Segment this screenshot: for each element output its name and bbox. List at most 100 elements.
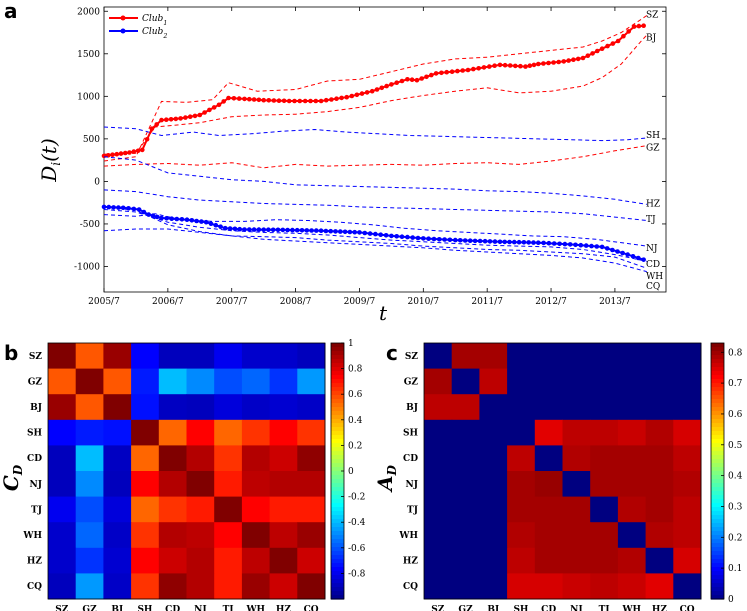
ad-cell (562, 419, 591, 446)
ad-cell (451, 496, 480, 523)
marker-club1 (149, 126, 155, 131)
cd-colorbar-step (331, 571, 344, 576)
ad-colorbar-step (711, 423, 724, 428)
ad-row-label: SH (403, 429, 418, 439)
ad-colorbar-step (711, 567, 724, 572)
y-tick-label: 1000 (77, 92, 100, 102)
cd-cell (186, 547, 215, 574)
cd-cell (75, 471, 104, 498)
cd-cell (241, 547, 271, 574)
cd-cell (214, 496, 243, 523)
cd-col-label: WH (245, 605, 265, 611)
marker-club2 (120, 205, 126, 211)
cd-cell (131, 496, 160, 523)
marker-club1 (221, 99, 226, 104)
cd-cell (214, 445, 243, 472)
x-tick-label: 2005/7 (88, 297, 120, 307)
marker-club2 (437, 237, 442, 242)
ad-cell (534, 394, 563, 421)
cd-cell (48, 419, 77, 446)
cd-colorbar-step (331, 491, 344, 496)
ad-cell (617, 343, 647, 370)
cd-colorbar-step (331, 351, 344, 356)
panel-a-x-label: t (379, 301, 388, 325)
marker-club2 (551, 241, 557, 246)
ad-colorbar-step (711, 391, 724, 396)
cd-colorbar-step (331, 515, 344, 520)
ad-cell (562, 445, 591, 472)
ad-colorbar-step (711, 559, 724, 564)
cd-colorbar-step (331, 563, 344, 568)
ad-colorbar-step (711, 575, 724, 580)
ad-row-label: TJ (407, 505, 418, 515)
marker-club1 (242, 96, 247, 102)
ad-cell (617, 547, 647, 574)
ad-cell (673, 394, 702, 421)
marker-club2 (415, 235, 421, 241)
cd-cell (297, 343, 326, 370)
marker-club2 (594, 244, 600, 249)
marker-club2 (373, 231, 378, 237)
cd-colorbar-step (331, 483, 344, 488)
cd-colorbar-step (331, 527, 344, 532)
marker-club2 (442, 237, 447, 242)
ad-colorbar-step (711, 523, 724, 528)
cd-colorbar-step (331, 435, 344, 440)
ad-cell (507, 394, 536, 421)
marker-club1 (621, 33, 626, 39)
cd-cell (214, 547, 243, 574)
cd-colorbar-step (331, 575, 344, 580)
marker-club1 (323, 97, 329, 103)
cd-cell (131, 368, 160, 395)
marker-club1 (507, 63, 513, 68)
marker-club1 (202, 110, 207, 115)
marker-club1 (439, 70, 444, 76)
marker-club2 (378, 232, 384, 237)
marker-club2 (227, 226, 233, 231)
marker-club2 (431, 236, 437, 242)
cd-colorbar-step (331, 587, 344, 592)
ad-cell (645, 573, 674, 600)
marker-club2 (285, 227, 290, 233)
cd-row-label: CQ (27, 582, 42, 592)
marker-club1 (374, 87, 380, 92)
ad-colorbar-step (711, 563, 724, 568)
panel-a-y-label: Di(t) (37, 138, 63, 183)
marker-club1 (216, 102, 222, 108)
ad-col-label: WH (621, 605, 641, 611)
marker-club1 (424, 74, 429, 80)
ad-cell (673, 573, 702, 600)
cd-col-label: SZ (55, 605, 68, 611)
marker-club1 (476, 66, 482, 71)
ad-cell (534, 573, 563, 600)
cd-colorbar-step (331, 463, 344, 468)
marker-club1 (329, 97, 334, 102)
cd-colorbar-step (331, 519, 344, 524)
cd-row-label: HZ (27, 557, 43, 567)
ad-cell (424, 573, 453, 600)
cd-cell (48, 343, 77, 370)
ad-cell (451, 445, 480, 472)
marker-club2 (521, 240, 527, 245)
cd-cell (103, 419, 132, 446)
marker-club2 (106, 204, 112, 210)
marker-club1 (318, 98, 324, 104)
ad-cell (645, 419, 674, 446)
ad-cell (451, 394, 480, 421)
ad-row-label: CQ (403, 582, 418, 592)
series-bj (103, 34, 648, 155)
marker-club1 (384, 83, 389, 89)
cd-cell (241, 496, 271, 523)
ad-colorbar-label: 0.2 (728, 533, 742, 543)
marker-club2 (159, 215, 164, 221)
ad-cell (451, 343, 480, 370)
cd-cell (186, 496, 215, 523)
marker-club2 (482, 238, 488, 244)
cd-colorbar-step (331, 443, 344, 448)
ad-cell (645, 343, 674, 370)
cd-row-label: NJ (30, 480, 43, 490)
cd-colorbar-step (331, 547, 344, 552)
ad-colorbar-step (711, 367, 724, 372)
ad-col-label: CD (541, 605, 556, 611)
cd-cell (269, 547, 298, 574)
